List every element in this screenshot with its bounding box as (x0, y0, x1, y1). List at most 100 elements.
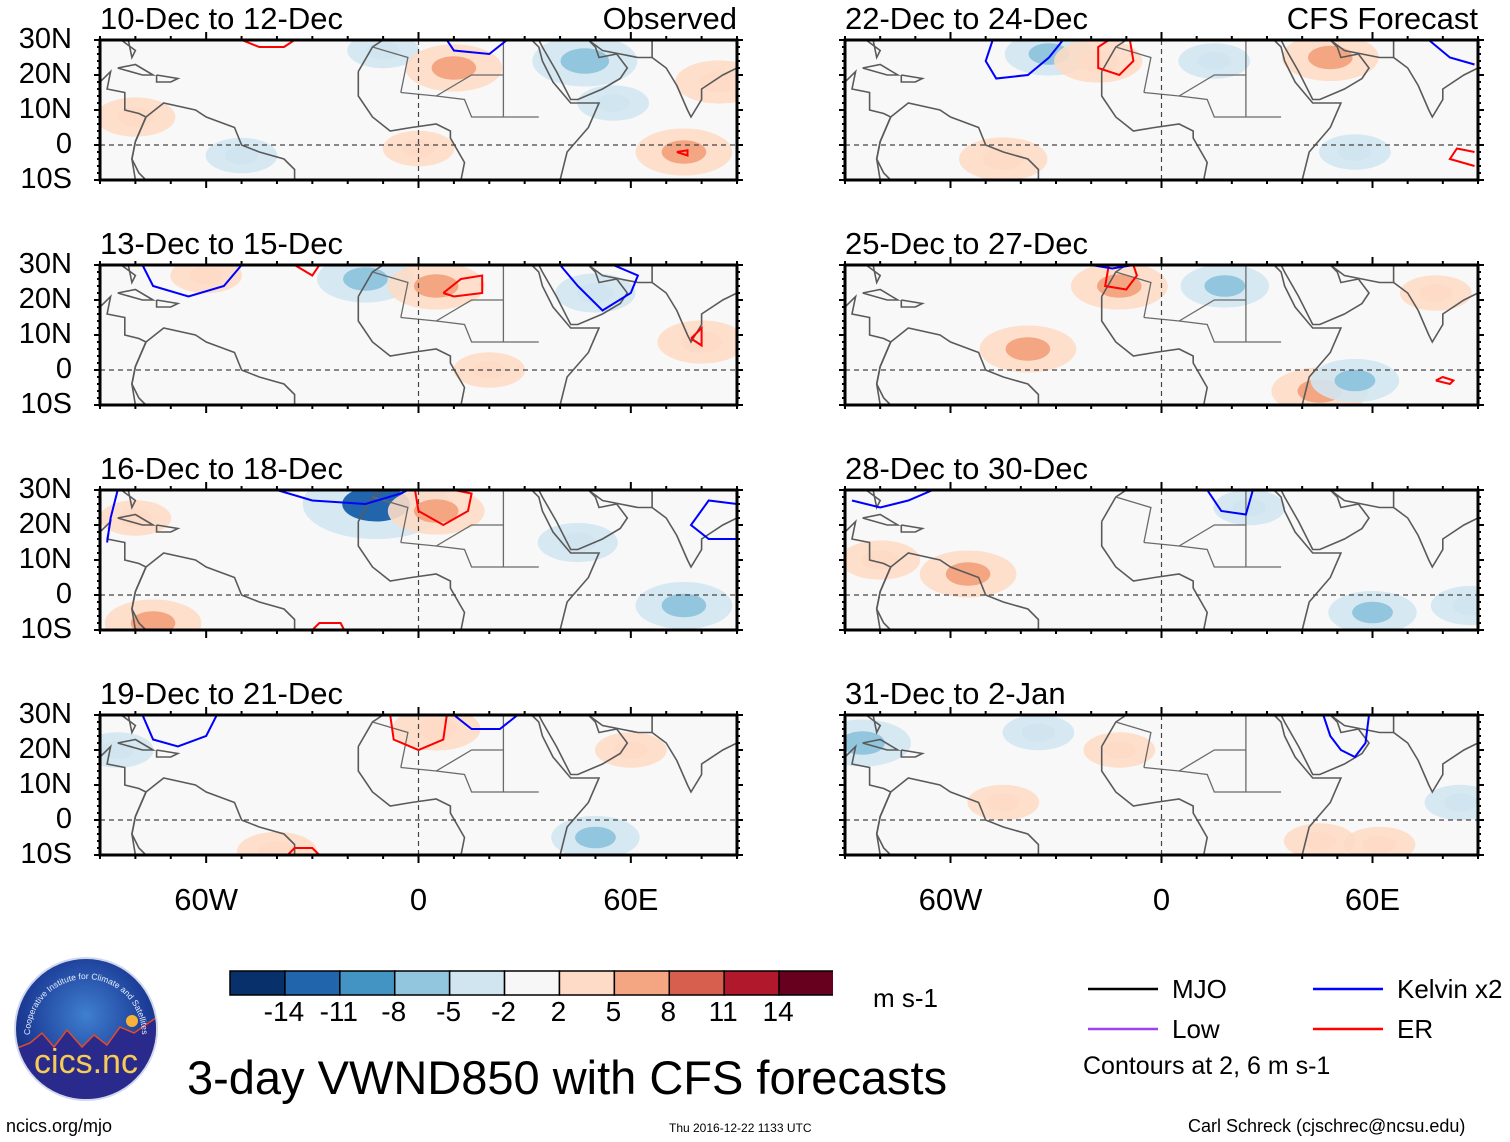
country-border (436, 545, 539, 568)
anomaly-shading (661, 593, 707, 618)
coastline (538, 265, 629, 326)
colorbar-tick-label: 5 (605, 996, 622, 1027)
coastline (651, 40, 737, 119)
colorbar-tick-label: -8 (381, 996, 407, 1027)
coastline (862, 63, 901, 76)
cics-logo: Cooperative Institute for Climate and Sa… (12, 955, 160, 1108)
y-tick-label: 10S (20, 163, 72, 195)
country-border (372, 496, 409, 543)
coastline (117, 738, 157, 751)
map-panel (94, 257, 743, 413)
y-tick-label: 10N (18, 93, 72, 125)
legend-line-low (1088, 1027, 1158, 1031)
country-border (1115, 721, 1152, 768)
coastline (651, 490, 737, 569)
coastline (538, 40, 629, 101)
panel-title: 22-Dec to 24-Dec (845, 1, 1088, 36)
colorbar-swatch (229, 970, 286, 996)
country-border (1179, 545, 1282, 568)
wave-contour-er (1097, 40, 1135, 77)
coastline (1329, 490, 1395, 509)
wave-contour-er (1435, 375, 1456, 386)
anomaly-shading (845, 731, 885, 755)
anomaly-shading (413, 274, 459, 298)
anomaly-shading (118, 509, 152, 527)
legend-label: MJO (1172, 974, 1227, 1004)
colorbar-swatch (448, 970, 506, 996)
coastline (651, 715, 737, 794)
wave-contour-kelvin-x2 (276, 490, 409, 506)
anomaly-shading (614, 741, 648, 759)
country-border (436, 95, 539, 118)
wave-contour-kelvin-x2 (559, 265, 640, 312)
logo-graphic: Cooperative Institute for Climate and Sa… (14, 957, 158, 1101)
coastline (875, 327, 1040, 405)
coastline (131, 777, 296, 855)
anomaly-shading (560, 48, 610, 74)
coastline (538, 715, 629, 776)
coastline (587, 40, 653, 59)
anomaly-shading (986, 793, 1020, 812)
coastline (117, 513, 157, 526)
legend-line-mjo (1088, 987, 1158, 991)
country-border (436, 770, 539, 793)
colorbar-tick-label: 14 (762, 996, 794, 1027)
y-tick-label: 0 (55, 128, 72, 160)
anomaly-shading (1005, 337, 1051, 361)
country-border (1115, 271, 1152, 318)
wave-contour-kelvin-x2 (141, 715, 218, 748)
wave-contour-er (1448, 147, 1475, 167)
coastline (900, 299, 925, 308)
coastline (155, 524, 181, 533)
anomaly-shading (559, 532, 597, 553)
anomaly-shading (982, 148, 1024, 170)
y-tick-label: 10N (18, 318, 72, 350)
coastline (587, 490, 653, 509)
coastline (1100, 490, 1343, 630)
x-tick-label: 0 (409, 882, 428, 917)
panel-title: 13-Dec to 15-Dec (100, 226, 343, 261)
coastline (131, 552, 296, 630)
y-tick-label: 30N (18, 698, 72, 730)
coastline (875, 102, 1040, 180)
coastline (117, 63, 157, 76)
wave-contour-er (294, 265, 321, 277)
colorbar-swatch (339, 970, 396, 996)
country-border (1143, 715, 1247, 772)
coastline (862, 288, 901, 301)
anomaly-shading (1352, 601, 1393, 624)
anomaly-shading (189, 266, 223, 285)
wave-contour-kelvin-x2 (1428, 40, 1475, 66)
anomaly-shading (116, 107, 154, 127)
wave-contour-kelvin-x2 (445, 40, 508, 56)
country-border (372, 271, 409, 318)
country-border (1179, 770, 1282, 793)
anomaly-shading (575, 826, 616, 849)
anomaly-shading (1443, 793, 1477, 812)
coastline (900, 749, 925, 758)
colorbar-swatch (284, 970, 341, 996)
wave-contour-er (442, 274, 484, 298)
anomaly-shading (1021, 723, 1055, 742)
wave-contour-er (389, 715, 448, 752)
logo-text: cics.nc (34, 1043, 138, 1081)
coastline (875, 552, 1040, 630)
anomaly-shading (1204, 275, 1246, 297)
colorbar-swatch (393, 970, 451, 996)
coastline (357, 265, 601, 405)
anomaly-shading (861, 550, 899, 570)
country-border (400, 715, 505, 772)
legend-note: Contours at 2, 6 m s-1 (1083, 1052, 1331, 1080)
colorbar-swatch (778, 970, 835, 996)
coastline (1393, 265, 1478, 344)
colorbar-swatch (668, 970, 725, 996)
wave-contour-kelvin-x2 (141, 265, 243, 298)
anomaly-shading (1419, 284, 1453, 302)
footer-url[interactable]: ncics.org/mjo (6, 1116, 113, 1136)
map-panel (94, 482, 743, 638)
wave-contour-kelvin-x2 (984, 40, 1064, 80)
country-border (1143, 40, 1247, 97)
map-panel (94, 707, 743, 863)
coastline (1100, 715, 1343, 855)
coastline (357, 715, 601, 855)
